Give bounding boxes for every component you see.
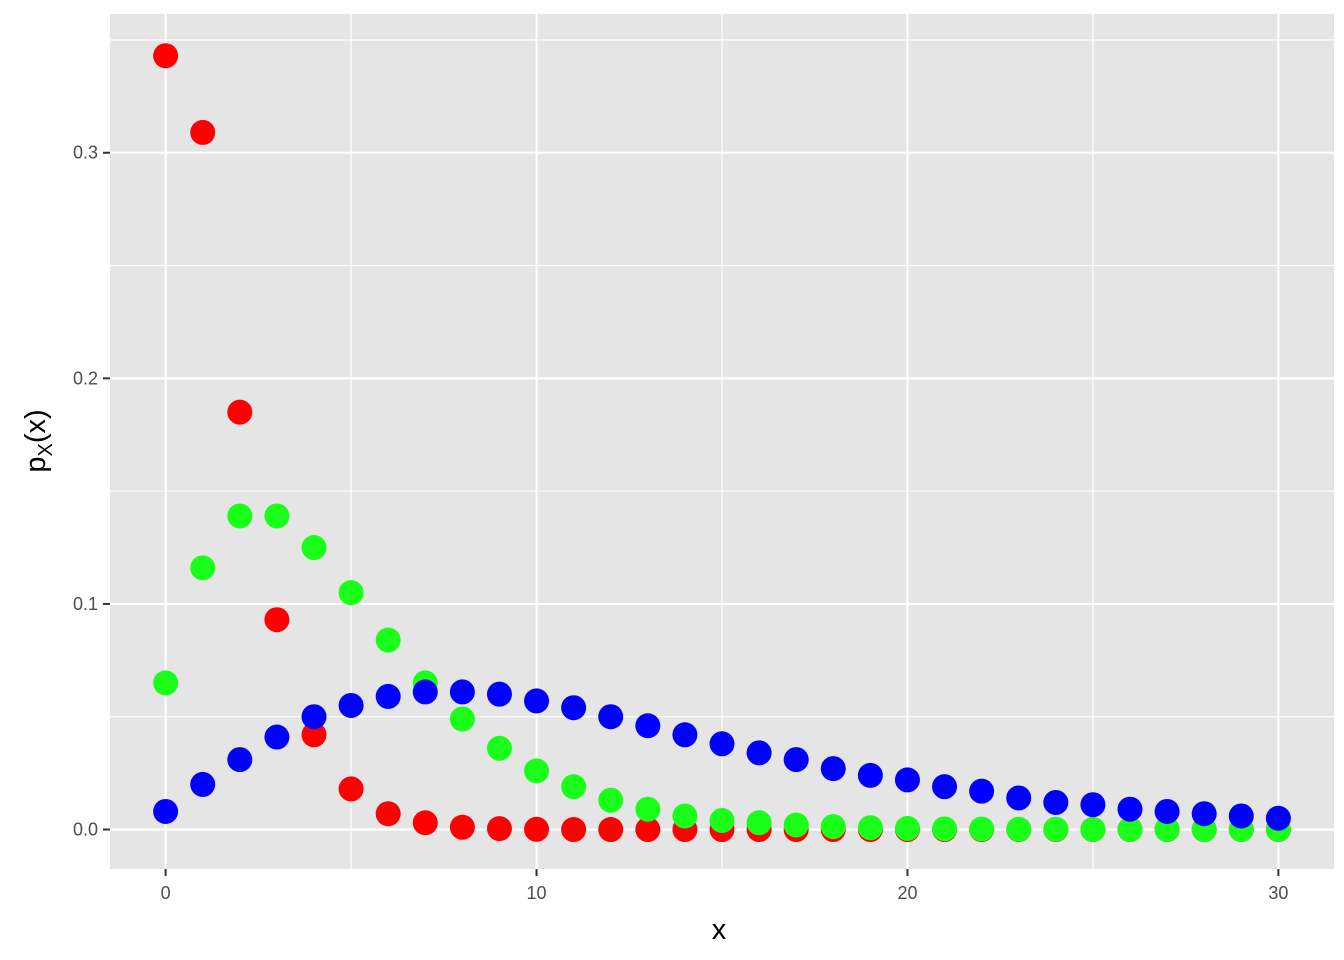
data-point bbox=[412, 810, 438, 836]
data-point bbox=[932, 774, 958, 800]
data-point bbox=[264, 503, 290, 529]
data-point bbox=[932, 816, 958, 842]
data-point bbox=[449, 679, 475, 705]
data-point bbox=[227, 747, 253, 773]
data-point bbox=[338, 776, 364, 802]
data-point bbox=[153, 798, 179, 824]
data-point bbox=[1191, 801, 1217, 827]
data-point bbox=[969, 816, 995, 842]
data-point bbox=[375, 627, 401, 653]
data-point bbox=[190, 119, 216, 145]
data-point bbox=[598, 817, 624, 843]
data-point bbox=[561, 774, 587, 800]
data-point bbox=[1154, 817, 1180, 843]
data-point bbox=[598, 787, 624, 813]
x-axis-ticks: 0 10 20 30 bbox=[161, 869, 1288, 903]
y-axis-title: pX(x) bbox=[20, 409, 57, 472]
data-point bbox=[301, 722, 327, 748]
y-axis-title-main: p bbox=[20, 457, 52, 473]
y-axis-title-subscript: X bbox=[35, 443, 57, 456]
data-point bbox=[486, 816, 512, 842]
data-point bbox=[894, 767, 920, 793]
data-point bbox=[524, 688, 550, 714]
x-tick-label: 10 bbox=[527, 883, 547, 903]
data-point bbox=[375, 801, 401, 827]
data-point bbox=[635, 817, 661, 843]
data-point bbox=[820, 814, 846, 840]
data-points bbox=[153, 43, 1291, 843]
data-point bbox=[524, 816, 550, 842]
y-axis-ticks: 0.0 0.1 0.2 0.3 bbox=[73, 143, 110, 840]
data-point bbox=[635, 713, 661, 739]
data-point bbox=[969, 778, 995, 804]
data-point bbox=[857, 762, 883, 788]
data-point bbox=[1117, 796, 1143, 822]
data-point bbox=[1265, 805, 1291, 831]
x-tick-label: 20 bbox=[897, 883, 917, 903]
data-point bbox=[301, 704, 327, 730]
data-point bbox=[1006, 816, 1032, 842]
data-point bbox=[783, 812, 809, 838]
x-tick-label: 0 bbox=[161, 883, 171, 903]
data-point bbox=[746, 810, 772, 836]
data-point bbox=[598, 704, 624, 730]
data-point bbox=[449, 706, 475, 732]
x-axis-title: x bbox=[712, 914, 727, 946]
data-point bbox=[1080, 792, 1106, 818]
data-point bbox=[375, 683, 401, 709]
data-point bbox=[1080, 817, 1106, 843]
y-tick-label: 0.2 bbox=[73, 368, 98, 388]
data-point bbox=[857, 815, 883, 841]
data-point bbox=[264, 607, 290, 633]
data-point bbox=[709, 807, 735, 833]
y-tick-label: 0.3 bbox=[73, 143, 98, 163]
data-point bbox=[1154, 798, 1180, 824]
data-point bbox=[783, 747, 809, 773]
data-point bbox=[486, 735, 512, 761]
data-point bbox=[524, 758, 550, 784]
data-point bbox=[894, 815, 920, 841]
data-point bbox=[746, 740, 772, 766]
x-tick-label: 30 bbox=[1268, 883, 1288, 903]
data-point bbox=[338, 692, 364, 718]
data-point bbox=[338, 580, 364, 606]
data-point bbox=[1228, 803, 1254, 829]
data-point bbox=[635, 796, 661, 822]
data-point bbox=[561, 817, 587, 843]
y-tick-label: 0.1 bbox=[73, 594, 98, 614]
data-point bbox=[672, 803, 698, 829]
data-point bbox=[264, 724, 290, 750]
data-point bbox=[153, 670, 179, 696]
data-point bbox=[672, 722, 698, 748]
data-point bbox=[153, 43, 179, 69]
data-point bbox=[190, 555, 216, 581]
data-point bbox=[709, 731, 735, 757]
data-point bbox=[486, 681, 512, 707]
data-point bbox=[190, 771, 216, 797]
data-point bbox=[227, 399, 253, 425]
data-point bbox=[1043, 816, 1069, 842]
data-point bbox=[412, 679, 438, 705]
data-point bbox=[227, 503, 253, 529]
data-point bbox=[1117, 817, 1143, 843]
data-point bbox=[561, 695, 587, 721]
data-point bbox=[1043, 789, 1069, 815]
data-point bbox=[301, 535, 327, 561]
y-axis-title-tail: (x) bbox=[20, 409, 52, 443]
data-point bbox=[449, 814, 475, 840]
data-point bbox=[1006, 785, 1032, 811]
y-tick-label: 0.0 bbox=[73, 820, 98, 840]
data-point bbox=[820, 756, 846, 782]
